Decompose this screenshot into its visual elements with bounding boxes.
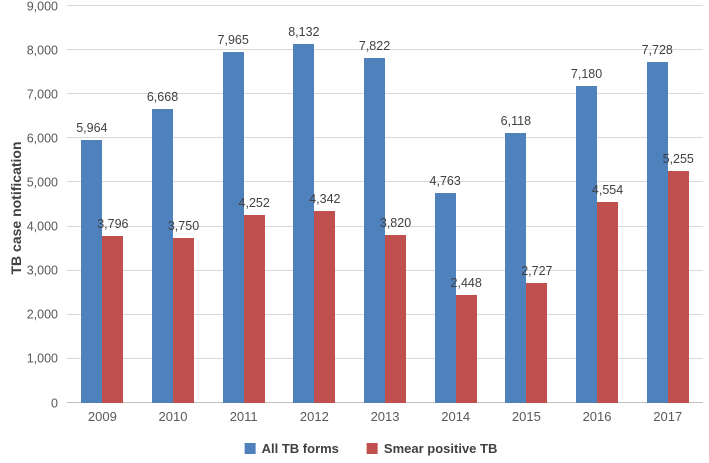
x-tick-label-2010: 2010 [158, 409, 188, 424]
bar-smear-positive-tb-2017: 5,255 [663, 152, 694, 403]
y-tick-label: 5,000 [26, 175, 58, 190]
category-group-2009: 5,964 3,796 [67, 6, 138, 403]
bar-all-tb-forms-2010: 6,668 [147, 90, 178, 403]
bar-smear-positive-tb-2016: 4,554 [592, 183, 623, 403]
y-tick-label: 9,000 [26, 0, 58, 13]
bar-smear-positive-tb-2010: 3,750 [168, 219, 199, 403]
data-label-all-tb-forms-2013: 7,822 [358, 38, 391, 53]
y-tick-label: 7,000 [26, 86, 58, 101]
data-label-smear-positive-tb-2009: 3,796 [97, 216, 129, 231]
legend-swatch-red-icon [366, 443, 378, 454]
data-label-smear-positive-tb-2012: 4,342 [309, 192, 341, 207]
category-group-2014: 4,763 2,448 [420, 6, 491, 403]
y-tick-label: 1,000 [26, 351, 58, 366]
bar-all-tb-forms-2012: 8,132 [288, 26, 319, 403]
bar-all-tb-forms-2017: 7,728 [642, 43, 673, 403]
bar-all-tb-forms-2014: 4,763 [430, 174, 461, 403]
x-tick-label-2017: 2017 [653, 409, 683, 424]
bar-all-tb-forms-2015: 6,118 [501, 114, 531, 403]
data-label-all-tb-forms-2015: 6,118 [500, 114, 532, 129]
category-group-2016: 7,180 4,554 [562, 6, 633, 403]
category-group-2011: 7,965 4,252 [208, 6, 279, 403]
data-label-smear-positive-tb-2013: 3,820 [379, 215, 412, 230]
x-axis-tick-labels: 2009 2010 2011 2012 2013 2014 2015 2016 2017 [67, 409, 703, 424]
bar-all-tb-forms-2013: 7,822 [359, 39, 390, 403]
bar-all-tb-forms-2011: 7,965 [218, 33, 249, 403]
bar-all-tb-forms-2009: 5,964 [76, 121, 107, 403]
data-label-smear-positive-tb-2016: 4,554 [591, 183, 624, 198]
data-label-smear-positive-tb-2011: 4,252 [238, 196, 270, 211]
legend-swatch-blue-icon [244, 443, 256, 454]
data-label-all-tb-forms-2016: 7,180 [570, 67, 603, 82]
bar-smear-positive-tb-2012: 4,342 [309, 193, 340, 403]
category-group-2015: 6,118 2,727 [491, 6, 562, 403]
data-label-smear-positive-tb-2010: 3,750 [167, 218, 200, 233]
bar-all-tb-forms-2016: 7,180 [571, 68, 602, 403]
legend: All TB forms Smear positive TB [244, 441, 498, 456]
legend-label-all-tb-forms: All TB forms [261, 441, 339, 456]
legend-item-smear-positive-tb: Smear positive TB [366, 441, 498, 456]
data-label-all-tb-forms-2009: 5,964 [76, 120, 108, 135]
y-tick-label: 3,000 [26, 263, 58, 278]
y-axis-tick-labels: 0 1,000 2,000 3,000 4,000 5,000 6,000 7,000 8,00… [0, 0, 58, 409]
data-label-all-tb-forms-2017: 7,728 [641, 43, 673, 58]
data-label-all-tb-forms-2014: 4,763 [429, 173, 461, 188]
category-group-2017: 7,728 5,255 [632, 6, 703, 403]
data-label-smear-positive-tb-2014: 2,448 [450, 276, 482, 291]
y-tick-label: 4,000 [26, 219, 58, 234]
y-tick-label: 0 [51, 395, 58, 410]
x-tick-label-2015: 2015 [511, 409, 541, 424]
legend-item-all-tb-forms: All TB forms [244, 441, 339, 456]
category-group-2010: 6,668 3,750 [138, 6, 209, 403]
category-group-2013: 7,822 3,820 [350, 6, 421, 403]
x-tick-label-2013: 2013 [370, 409, 400, 424]
x-tick-label-2016: 2016 [582, 409, 612, 424]
gridline [67, 5, 703, 6]
bar-smear-positive-tb-2009: 3,796 [97, 217, 128, 403]
bar-smear-positive-tb-2013: 3,820 [380, 216, 411, 403]
x-tick-label-2014: 2014 [441, 409, 471, 424]
data-label-all-tb-forms-2010: 6,668 [146, 89, 179, 104]
data-label-all-tb-forms-2012: 8,132 [288, 25, 320, 40]
bar-smear-positive-tb-2015: 2,727 [521, 264, 553, 403]
x-tick-label-2011: 2011 [229, 409, 258, 424]
bar-smear-positive-tb-2011: 4,252 [239, 197, 270, 403]
y-tick-label: 8,000 [26, 42, 58, 57]
y-tick-label: 2,000 [26, 307, 58, 322]
data-label-smear-positive-tb-2015: 2,727 [521, 263, 553, 278]
bar-series: 5,964 3,796 6,668 3,750 7,965 4,252 8,132 4,342… [67, 6, 703, 403]
x-tick-label-2012: 2012 [299, 409, 329, 424]
data-label-smear-positive-tb-2017: 5,255 [662, 152, 694, 167]
y-tick-label: 6,000 [26, 131, 58, 146]
gridline [67, 49, 703, 51]
plot-area: 5,964 3,796 6,668 3,750 7,965 4,252 8,132 4,342… [67, 5, 703, 403]
bar-smear-positive-tb-2014: 2,448 [451, 276, 482, 403]
legend-label-smear-positive-tb: Smear positive TB [383, 441, 498, 456]
data-label-all-tb-forms-2011: 7,965 [217, 32, 249, 47]
category-group-2012: 8,132 4,342 [279, 6, 350, 403]
x-tick-label-2009: 2009 [87, 409, 117, 424]
